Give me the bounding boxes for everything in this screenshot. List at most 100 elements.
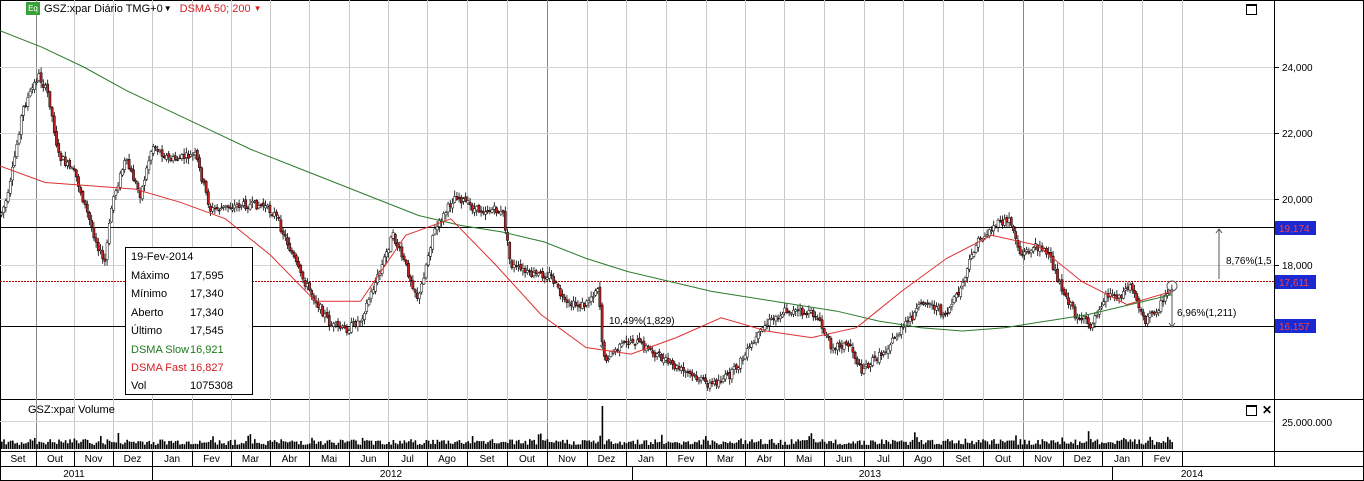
candle <box>1159 294 1163 314</box>
volume-bar <box>212 436 214 449</box>
volume-bar <box>839 443 841 449</box>
candle <box>206 188 210 209</box>
volume-bar <box>1112 442 1114 449</box>
candle <box>288 237 292 253</box>
candle <box>565 295 569 309</box>
volume-bar <box>353 439 355 449</box>
maximize-volume-icon[interactable] <box>1246 405 1257 416</box>
volume-bar <box>265 444 267 449</box>
candle-body <box>994 226 998 228</box>
volume-bar <box>282 441 285 449</box>
candle <box>127 153 131 171</box>
volume-bar <box>568 443 571 449</box>
maximize-icon[interactable] <box>1246 4 1257 15</box>
candle-body <box>684 371 688 373</box>
candle <box>572 296 575 311</box>
candle-body <box>620 343 624 347</box>
candle-body <box>347 330 351 334</box>
candle-body <box>57 143 61 153</box>
candle <box>198 154 201 172</box>
volume-bar <box>1061 437 1063 449</box>
candle-body <box>228 206 232 209</box>
indicator-dropdown-icon[interactable]: ▼ <box>253 4 262 13</box>
candle-body <box>220 207 223 210</box>
dropdown-arrow-icon[interactable]: ▼ <box>163 4 172 13</box>
candle-body <box>1060 279 1064 292</box>
candle <box>96 238 100 256</box>
volume-bar <box>652 444 654 449</box>
candle <box>217 207 221 215</box>
candle <box>499 205 503 216</box>
candle <box>404 259 408 267</box>
candle-body <box>63 156 67 166</box>
volume-bar <box>60 441 62 449</box>
candle <box>184 147 188 164</box>
volume-bar <box>456 441 458 449</box>
candle <box>202 177 206 186</box>
candle-body <box>693 374 696 376</box>
volume-bar <box>254 439 256 449</box>
volume-bar <box>408 441 410 449</box>
volume-bar <box>1116 440 1118 449</box>
candle-body <box>836 343 839 351</box>
candle <box>286 233 289 249</box>
candle <box>809 307 813 315</box>
candle <box>121 168 124 177</box>
volume-bar <box>854 443 857 449</box>
candle-body <box>574 302 578 306</box>
candle <box>961 278 965 290</box>
candle <box>72 165 76 172</box>
volume-bar <box>491 439 494 449</box>
close-volume-icon[interactable]: ✕ <box>1262 403 1273 417</box>
candle <box>1128 282 1132 294</box>
candle-body <box>965 268 969 278</box>
volume-bar <box>698 440 700 449</box>
volume-bar <box>1129 439 1132 449</box>
candle <box>915 303 919 317</box>
candle-body <box>974 244 978 253</box>
candle-body <box>811 310 815 318</box>
volume-bar <box>581 440 584 449</box>
candle <box>948 306 952 315</box>
candle-body <box>1144 315 1147 325</box>
candle-body <box>715 379 718 386</box>
candle-body <box>794 309 798 312</box>
volume-bar <box>1048 443 1050 449</box>
arrow-head <box>1215 228 1223 234</box>
candle <box>15 140 19 159</box>
volume-bar <box>808 436 810 449</box>
candle <box>303 277 307 290</box>
chart-title[interactable]: GSZ:xpar Diário TMG+0 <box>44 2 163 15</box>
volume-bar <box>95 442 98 449</box>
candle-body <box>490 209 494 213</box>
volume-bar <box>106 439 109 449</box>
volume-bar <box>493 443 496 449</box>
candle-body <box>1084 316 1088 320</box>
candle <box>737 365 740 374</box>
volume-bar <box>71 442 73 449</box>
candle-body <box>800 307 804 316</box>
volume-bar <box>392 439 395 449</box>
candle-body <box>847 343 850 347</box>
candle <box>530 267 534 279</box>
volume-bar <box>504 442 507 449</box>
volume-bar <box>80 441 82 449</box>
equity-badge[interactable]: Eq <box>26 2 40 15</box>
volume-bar <box>705 436 707 449</box>
candle-body <box>899 326 903 335</box>
indicator-label[interactable]: DSMA 50; 200 <box>179 2 251 15</box>
volume-bar <box>227 441 230 449</box>
candle <box>59 150 63 166</box>
candle <box>341 324 344 330</box>
move-arrow-down <box>1168 291 1176 328</box>
candle-body <box>48 91 52 108</box>
candle <box>1095 310 1099 319</box>
candle-body <box>286 237 289 246</box>
candle-body <box>624 341 628 343</box>
volume-bar <box>953 443 956 449</box>
candle-body <box>1069 302 1073 306</box>
volume-bar <box>738 440 740 449</box>
volume-bar <box>597 441 599 449</box>
candle-body <box>660 354 663 361</box>
